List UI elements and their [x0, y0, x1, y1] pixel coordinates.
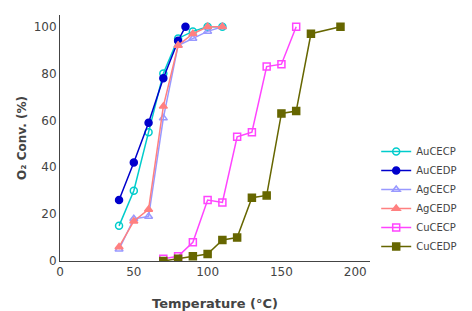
svg-text:50: 50 — [126, 265, 141, 279]
svg-text:0: 0 — [56, 265, 64, 279]
svg-text:80: 80 — [41, 67, 56, 81]
svg-text:60: 60 — [41, 114, 56, 128]
svg-text:O₂ Conv. (%): O₂ Conv. (%) — [15, 96, 29, 180]
svg-text:200: 200 — [344, 265, 367, 279]
svg-text:100: 100 — [196, 265, 219, 279]
svg-text:AuCECP: AuCECP — [416, 146, 456, 157]
svg-text:CuCECP: CuCECP — [416, 222, 456, 233]
svg-text:Temperature (°C): Temperature (°C) — [152, 296, 278, 311]
svg-text:0: 0 — [49, 254, 57, 268]
svg-text:150: 150 — [270, 265, 293, 279]
svg-text:40: 40 — [41, 160, 56, 174]
svg-text:AgCECP: AgCECP — [416, 184, 456, 195]
svg-text:100: 100 — [34, 20, 57, 34]
svg-text:CuCEDP: CuCEDP — [416, 241, 456, 252]
svg-text:AuCEDP: AuCEDP — [416, 165, 456, 176]
svg-text:AgCEDP: AgCEDP — [416, 203, 456, 214]
svg-text:20: 20 — [41, 207, 56, 221]
